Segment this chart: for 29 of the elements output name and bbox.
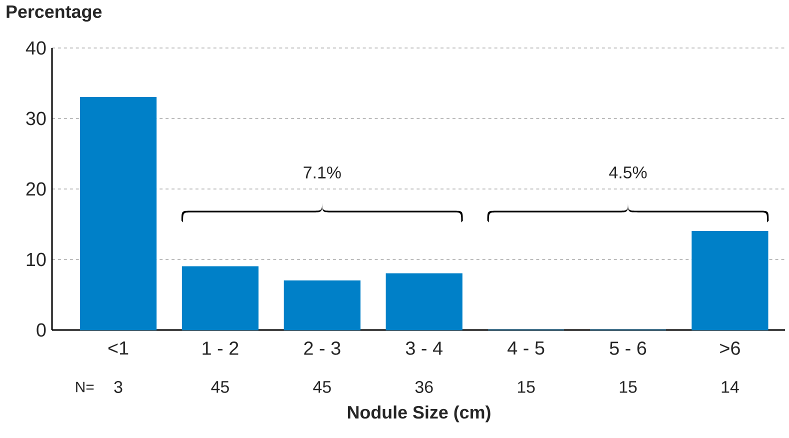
y-axis-title: Percentage: [6, 6, 102, 22]
text: 15: [518, 381, 535, 393]
annotation: 4.5%: [609, 166, 647, 178]
bar: [692, 230, 768, 330]
x-tick-label: 5 - 6: [610, 342, 646, 355]
y-tick-label: 20: [26, 182, 46, 196]
y-tick-label: 0: [36, 323, 46, 337]
text: 36: [415, 380, 433, 393]
text: 45: [313, 381, 331, 393]
text: 45: [211, 381, 229, 393]
bar: [182, 266, 259, 330]
y-tick-label: 30: [26, 112, 46, 126]
x-tick-label: >6: [720, 342, 740, 355]
x-axis-title: Nodule Size (cm): [348, 406, 490, 422]
text: 14: [722, 381, 739, 393]
x-tick-label: 2 - 3: [304, 342, 340, 355]
x-tick-label: 3 - 4: [406, 342, 442, 355]
text: N=: [76, 382, 94, 392]
bar: [386, 273, 462, 330]
text: 3: [114, 380, 122, 393]
bar: [80, 97, 157, 330]
bar: [284, 280, 360, 330]
text: 15: [620, 381, 637, 393]
y-tick-label: 40: [26, 41, 46, 55]
x-tick-label: 4 - 5: [508, 342, 544, 355]
x-tick-label: 1 - 2: [202, 342, 238, 355]
y-tick-label: 10: [26, 252, 46, 266]
annotation: 7.1%: [304, 166, 341, 178]
x-tick-label: <1: [108, 342, 128, 355]
